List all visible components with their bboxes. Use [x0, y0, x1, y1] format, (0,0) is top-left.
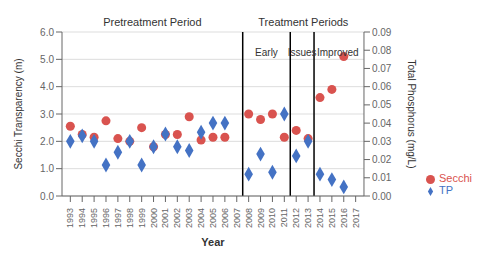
- svg-text:2013: 2013: [303, 208, 313, 228]
- svg-text:0.08: 0.08: [372, 45, 392, 56]
- svg-text:5.0: 5.0: [40, 54, 54, 65]
- svg-text:1997: 1997: [113, 208, 123, 228]
- svg-text:1994: 1994: [77, 208, 87, 228]
- svg-text:2002: 2002: [172, 208, 182, 228]
- svg-text:Secchi Transparency (m): Secchi Transparency (m): [13, 58, 24, 169]
- svg-text:2015: 2015: [327, 208, 337, 228]
- svg-text:1999: 1999: [137, 208, 147, 228]
- svg-text:0.01: 0.01: [372, 172, 392, 183]
- svg-text:2012: 2012: [291, 208, 301, 228]
- svg-text:1998: 1998: [125, 208, 135, 228]
- svg-text:1995: 1995: [89, 208, 99, 228]
- svg-text:Pretreatment Period: Pretreatment Period: [103, 16, 201, 28]
- html-text:Secchi: Secchi: [439, 172, 472, 184]
- svg-text:4.0: 4.0: [40, 81, 54, 92]
- svg-text:Early: Early: [255, 47, 278, 58]
- svg-text:Year: Year: [201, 236, 225, 248]
- svg-text:0.06: 0.06: [372, 81, 392, 92]
- svg-text:1.0: 1.0: [40, 163, 54, 174]
- svg-text:Issues: Issues: [288, 47, 317, 58]
- svg-text:0.04: 0.04: [372, 118, 392, 129]
- svg-text:6.0: 6.0: [40, 27, 54, 38]
- svg-text:0.03: 0.03: [372, 136, 392, 147]
- svg-text:0.02: 0.02: [372, 154, 392, 165]
- svg-text:1996: 1996: [101, 208, 111, 228]
- svg-text:2010: 2010: [267, 208, 277, 228]
- svg-text:0.0: 0.0: [40, 191, 54, 202]
- svg-text:2007: 2007: [232, 208, 242, 228]
- svg-text:2003: 2003: [184, 208, 194, 228]
- svg-text:0.05: 0.05: [372, 99, 392, 110]
- svg-text:2005: 2005: [208, 208, 218, 228]
- svg-text:0.09: 0.09: [372, 27, 392, 38]
- html-text:TP: TP: [439, 184, 453, 196]
- svg-text:0.07: 0.07: [372, 63, 392, 74]
- svg-text:2.0: 2.0: [40, 136, 54, 147]
- svg-text:Improved: Improved: [317, 47, 359, 58]
- svg-text:2017: 2017: [351, 208, 361, 228]
- svg-text:2004: 2004: [196, 208, 206, 228]
- svg-text:2000: 2000: [149, 208, 159, 228]
- svg-text:0.00: 0.00: [372, 191, 392, 202]
- svg-text:Total Phosphorus (mg/L): Total Phosphorus (mg/L): [406, 60, 417, 169]
- svg-text:2016: 2016: [339, 208, 349, 228]
- svg-text:2008: 2008: [244, 208, 254, 228]
- svg-text:3.0: 3.0: [40, 109, 54, 120]
- svg-text:1993: 1993: [65, 208, 75, 228]
- svg-text:2011: 2011: [279, 208, 289, 227]
- svg-text:2009: 2009: [256, 208, 266, 228]
- svg-text:2014: 2014: [315, 208, 325, 228]
- svg-text:2006: 2006: [220, 208, 230, 228]
- svg-text:Treatment Periods: Treatment Periods: [258, 16, 349, 28]
- svg-text:2001: 2001: [160, 208, 170, 228]
